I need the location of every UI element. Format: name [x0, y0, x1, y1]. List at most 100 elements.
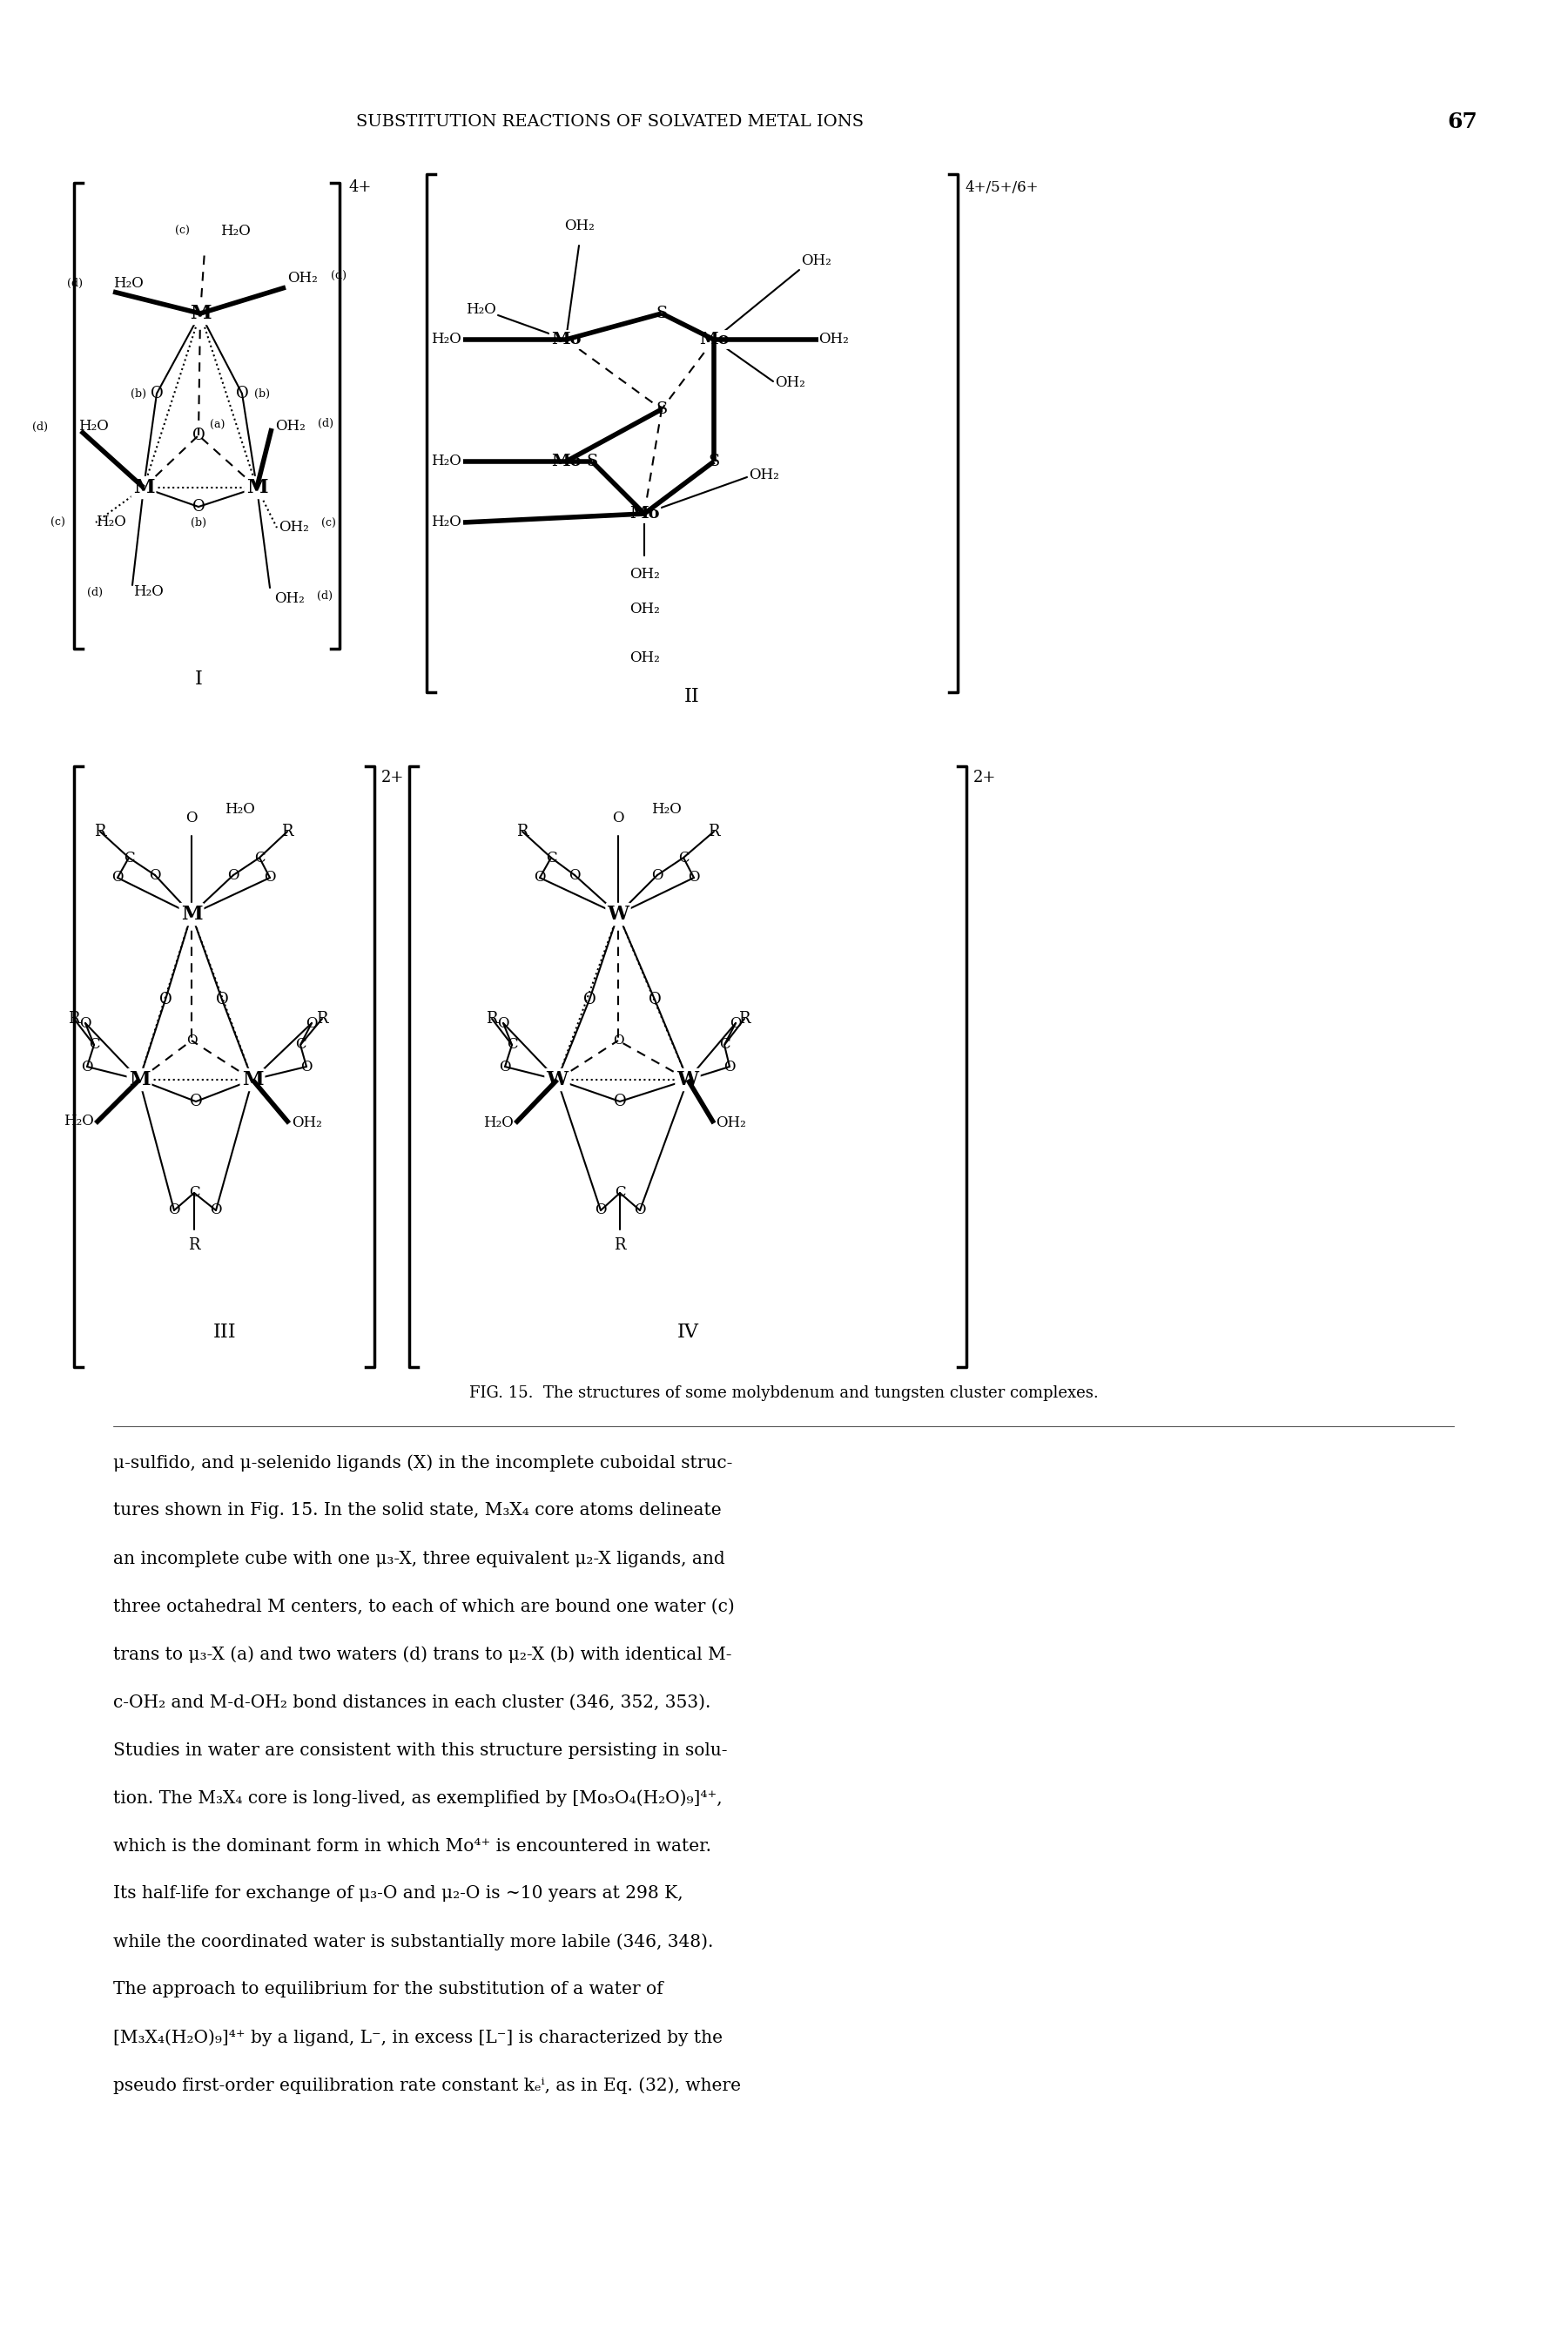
Text: O: O — [688, 870, 699, 884]
Text: OH₂: OH₂ — [629, 567, 660, 583]
Text: OH₂: OH₂ — [818, 331, 848, 348]
Text: while the coordinated water is substantially more labile (346, 348).: while the coordinated water is substanti… — [113, 1933, 713, 1951]
Text: S: S — [655, 306, 668, 322]
Text: O: O — [111, 870, 124, 884]
Text: OH₂: OH₂ — [629, 602, 660, 616]
Text: S: S — [586, 454, 597, 470]
Text: an incomplete cube with one μ₃-X, three equivalent μ₂-X ligands, and: an incomplete cube with one μ₃-X, three … — [113, 1549, 724, 1566]
Text: H₂O: H₂O — [220, 223, 251, 237]
Text: O: O — [227, 868, 240, 882]
Text: O: O — [497, 1016, 510, 1030]
Text: O: O — [613, 1034, 624, 1046]
Text: O: O — [594, 1204, 607, 1218]
Text: R: R — [317, 1011, 328, 1027]
Text: I: I — [194, 670, 202, 689]
Text: Studies in water are consistent with this structure persisting in solu-: Studies in water are consistent with thi… — [113, 1742, 728, 1759]
Text: H₂O: H₂O — [466, 301, 495, 317]
Text: (a): (a) — [210, 418, 224, 430]
Text: O: O — [583, 992, 596, 1009]
Text: R: R — [615, 1237, 626, 1253]
Text: OH₂: OH₂ — [274, 418, 306, 435]
Text: Mo: Mo — [699, 331, 729, 348]
Text: O: O — [648, 992, 662, 1009]
Text: R: R — [94, 823, 107, 839]
Text: O: O — [499, 1060, 511, 1074]
Text: O: O — [193, 498, 205, 515]
Text: (b): (b) — [130, 388, 146, 400]
Text: Mo: Mo — [629, 505, 659, 522]
Text: FIG. 15.  The structures of some molybdenum and tungsten cluster complexes.: FIG. 15. The structures of some molybden… — [469, 1385, 1098, 1401]
Text: R: R — [188, 1237, 201, 1253]
Text: trans to μ₃-X (a) and two waters (d) trans to μ₂-X (b) with identical M-: trans to μ₃-X (a) and two waters (d) tra… — [113, 1646, 732, 1662]
Text: The approach to equilibrium for the substitution of a water of: The approach to equilibrium for the subs… — [113, 1982, 663, 1998]
Text: O: O — [263, 870, 276, 884]
Text: O: O — [301, 1060, 312, 1074]
Text: H₂O: H₂O — [113, 275, 143, 292]
Text: H₂O: H₂O — [431, 331, 461, 348]
Text: OH₂: OH₂ — [629, 649, 660, 665]
Text: c-OH₂ and M-d-OH₂ bond distances in each cluster (346, 352, 353).: c-OH₂ and M-d-OH₂ bond distances in each… — [113, 1695, 710, 1712]
Text: C: C — [718, 1037, 729, 1053]
Text: (d): (d) — [317, 590, 332, 602]
Text: O: O — [168, 1204, 180, 1218]
Text: H₂O: H₂O — [224, 802, 256, 818]
Text: C: C — [188, 1185, 199, 1201]
Text: O: O — [306, 1016, 318, 1030]
Text: C: C — [546, 851, 557, 865]
Text: R: R — [281, 823, 293, 839]
Text: O: O — [193, 428, 205, 444]
Text: O: O — [151, 386, 163, 402]
Text: H₂O: H₂O — [431, 454, 461, 468]
Text: R: R — [486, 1011, 497, 1027]
Text: OH₂: OH₂ — [715, 1117, 746, 1131]
Text: (c): (c) — [176, 226, 190, 237]
Text: 2+: 2+ — [974, 769, 996, 785]
Text: O: O — [149, 868, 162, 882]
Text: (c): (c) — [50, 517, 66, 529]
Text: O: O — [612, 811, 624, 825]
Text: O: O — [235, 386, 248, 402]
Text: [M₃X₄(H₂O)₉]⁴⁺ by a ligand, L⁻, in excess [L⁻] is characterized by the: [M₃X₄(H₂O)₉]⁴⁺ by a ligand, L⁻, in exces… — [113, 2029, 723, 2045]
Text: M: M — [241, 1070, 263, 1089]
Text: Its half-life for exchange of μ₃-O and μ₂-O is ∼10 years at 298 K,: Its half-life for exchange of μ₃-O and μ… — [113, 1886, 684, 1902]
Text: C: C — [254, 851, 265, 865]
Text: OH₂: OH₂ — [292, 1117, 321, 1131]
Text: R: R — [67, 1011, 80, 1027]
Text: SUBSTITUTION REACTIONS OF SOLVATED METAL IONS: SUBSTITUTION REACTIONS OF SOLVATED METAL… — [356, 115, 864, 129]
Text: tures shown in Fig. 15. In the solid state, M₃X₄ core atoms delineate: tures shown in Fig. 15. In the solid sta… — [113, 1502, 721, 1519]
Text: O: O — [651, 868, 663, 882]
Text: OH₂: OH₂ — [279, 520, 309, 534]
Text: O: O — [569, 868, 580, 882]
Text: R: R — [739, 1011, 750, 1027]
Text: three octahedral M centers, to each of which are bound one water (c): three octahedral M centers, to each of w… — [113, 1599, 734, 1615]
Text: R: R — [516, 823, 528, 839]
Text: OH₂: OH₂ — [775, 376, 804, 390]
Text: O: O — [185, 811, 198, 825]
Text: H₂O: H₂O — [78, 418, 108, 435]
Text: C: C — [677, 851, 688, 865]
Text: O: O — [187, 1034, 198, 1046]
Text: H₂O: H₂O — [64, 1114, 94, 1128]
Text: (d): (d) — [67, 277, 83, 289]
Text: (b): (b) — [191, 517, 207, 529]
Text: O: O — [215, 992, 229, 1009]
Text: H₂O: H₂O — [651, 802, 682, 818]
Text: H₂O: H₂O — [133, 585, 163, 600]
Text: O: O — [158, 992, 172, 1009]
Text: H₂O: H₂O — [483, 1117, 514, 1131]
Text: OH₂: OH₂ — [750, 468, 779, 482]
Text: O: O — [80, 1016, 91, 1030]
Text: O: O — [82, 1060, 93, 1074]
Text: M: M — [180, 905, 202, 924]
Text: μ-sulfido, and μ-selenido ligands (X) in the incomplete cuboidal struc-: μ-sulfido, and μ-selenido ligands (X) in… — [113, 1455, 732, 1472]
Text: C: C — [506, 1037, 517, 1053]
Text: H₂O: H₂O — [431, 515, 461, 529]
Text: III: III — [213, 1324, 237, 1342]
Text: 4+/5+/6+: 4+/5+/6+ — [964, 179, 1038, 195]
Text: (d): (d) — [33, 421, 49, 433]
Text: O: O — [729, 1016, 742, 1030]
Text: M: M — [133, 477, 154, 496]
Text: OH₂: OH₂ — [564, 219, 594, 233]
Text: M: M — [129, 1070, 151, 1089]
Text: S: S — [655, 402, 668, 416]
